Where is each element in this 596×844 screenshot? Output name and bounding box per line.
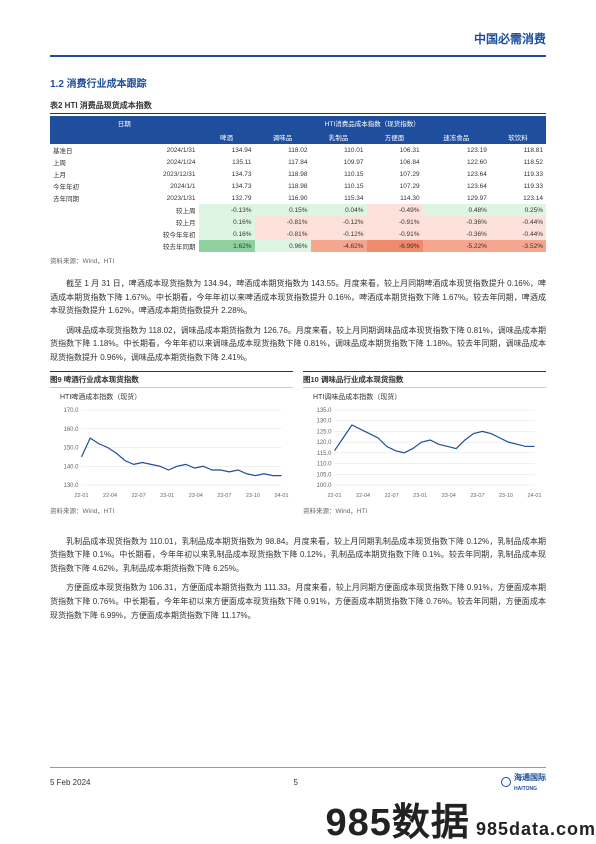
svg-text:160.0: 160.0 [63,426,79,432]
paragraph-1: 截至 1 月 31 日，啤酒成本现货指数为 134.94，啤酒成本期货指数为 1… [50,277,546,318]
chart-left: 图9 啤酒行业成本现货指数 HTI啤酒成本指数（现货） 130.0 140.0 15… [50,371,293,527]
svg-text:130.0: 130.0 [316,418,332,424]
paragraph-3: 乳制品成本现货指数为 110.01，乳制品成本期货指数为 98.84。月度来看，… [50,535,546,576]
svg-text:135.0: 135.0 [316,408,332,414]
svg-text:24-01: 24-01 [527,493,541,499]
table-pct-row: 较上月0.16%-0.81%-0.12%-0.91%-0.36%-0.44% [50,216,546,228]
footer-logo-sub: HAITONG [514,786,537,792]
svg-text:105.0: 105.0 [316,472,332,478]
table-title: 表2 HTI 消费品现货成本指数 [50,100,546,114]
chart-left-svg: 130.0 140.0 150.0 160.0 170.0 22-01 22-04 22-07… [50,405,293,500]
col-header: 调味品 [255,130,311,144]
svg-text:100.0: 100.0 [316,483,332,489]
chart-right: 图10 调味品行业成本现货指数 HTI调味品成本指数（现货） 100.0 105.… [303,371,546,527]
footer-logo-text: 海通国际 [514,773,546,782]
col-header: 方便面 [367,130,423,144]
table-source: 资料来源：Wind，HTI [50,255,546,265]
watermark-url: 985data.com [476,820,596,838]
svg-text:120.0: 120.0 [316,440,332,446]
svg-text:23-10: 23-10 [499,493,513,499]
svg-text:150.0: 150.0 [63,445,79,451]
table-row: 基准日2024/1/31134.94118.02110.01106.31123.… [50,144,546,156]
paragraph-2: 调味品成本现货指数为 118.02，调味品成本期货指数为 126.76。月度来看… [50,324,546,365]
footer: 5 Feb 2024 5 海通国际 HAITONG [50,767,546,792]
svg-text:125.0: 125.0 [316,429,332,435]
col-header: 啤酒 [199,130,255,144]
svg-text:110.0: 110.0 [317,461,332,467]
paragraph-4: 方便面成本现货指数为 106.31，方便面成本期货指数为 111.33。月度来看… [50,581,546,622]
chart-left-caption: HTI啤酒成本指数（现货） [60,392,293,402]
col-header: 速冻食品 [423,130,490,144]
table-row: 上月2023/12/31134.73118.98110.15107.29123.… [50,168,546,180]
svg-text:23-01: 23-01 [160,493,174,499]
header-underline [50,55,546,57]
footer-page: 5 [294,778,298,787]
col-header: 乳制品 [311,130,367,144]
table-pct-row: 较上周-0.13%0.15%0.04%-0.49%0.48%0.25% [50,204,546,216]
watermark: 985数据 985data.com [326,804,596,842]
chart-left-title: 图9 啤酒行业成本现货指数 [50,371,293,388]
footer-date: 5 Feb 2024 [50,778,90,787]
svg-text:23-07: 23-07 [470,493,484,499]
svg-text:115.0: 115.0 [317,450,332,456]
col-group-header: HTI消费品成本指数（现货指数） [199,116,547,130]
svg-text:22-07: 22-07 [385,493,399,499]
svg-text:23-10: 23-10 [246,493,260,499]
table-pct-row: 较今年年初0.16%-0.81%-0.12%-0.91%-0.36%-0.44% [50,228,546,240]
chart-right-caption: HTI调味品成本指数（现货） [313,392,546,402]
svg-text:22-01: 22-01 [327,493,341,499]
footer-logo: 海通国际 HAITONG [501,772,546,792]
watermark-big: 985数据 [326,802,470,844]
section-title: 1.2 消费行业成本跟踪 [50,75,546,90]
table-row: 上周2024/1/24135.11117.84109.97106.84122.6… [50,156,546,168]
chart-right-source: 资料来源：Wind，HTI [303,505,546,515]
table-row: 今年年初2024/1/1134.73118.98110.15107.29123.… [50,180,546,192]
chart-right-title: 图10 调味品行业成本现货指数 [303,371,546,388]
chart-right-svg: 100.0 105.0 110.0 115.0 120.0 125.0 130.0 135.0… [303,405,546,500]
svg-text:23-04: 23-04 [442,493,456,499]
date-header: 日期 [50,116,199,130]
table-pct-row: 较去年同期1.62%0.96%-4.62%-6.99%-5.22%-3.52% [50,240,546,252]
svg-text:22-07: 22-07 [132,493,146,499]
svg-text:23-01: 23-01 [413,493,427,499]
svg-text:22-04: 22-04 [103,493,117,499]
brand-title: 中国必需消费 [50,30,546,47]
svg-text:170.0: 170.0 [63,408,79,414]
col-header: 软饮料 [490,130,546,144]
chart-left-source: 资料来源：Wind，HTI [50,505,293,515]
table-row: 去年同期2023/1/31132.79116.90115.34114.30129… [50,192,546,204]
svg-text:22-01: 22-01 [74,493,88,499]
svg-text:130.0: 130.0 [63,483,79,489]
svg-text:24-01: 24-01 [274,493,288,499]
cost-index-table: 日期 HTI消费品成本指数（现货指数） 啤酒调味品乳制品方便面速冻食品软饮料 基… [50,116,546,252]
svg-text:22-04: 22-04 [356,493,370,499]
svg-text:23-07: 23-07 [217,493,231,499]
svg-text:140.0: 140.0 [63,464,79,470]
svg-text:23-04: 23-04 [189,493,203,499]
logo-icon [501,777,511,787]
